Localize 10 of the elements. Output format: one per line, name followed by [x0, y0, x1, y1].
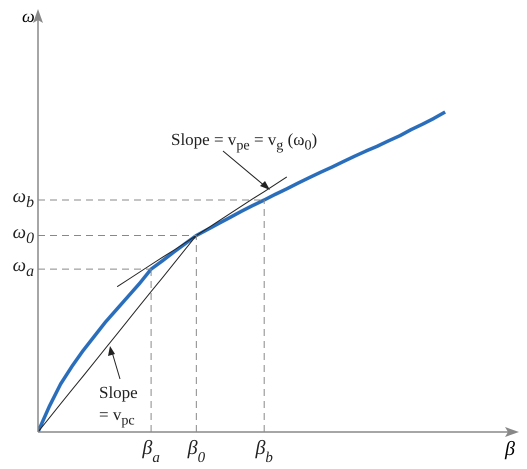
x-tick-label: β$_{0}$ [186, 437, 206, 466]
text: ω$_{b}$ [12, 186, 34, 213]
annotation: Slope = v$_{pe}$ = v$_{g}$ (ω$_{0}$) [171, 130, 318, 154]
text: ω$_{a}$ [12, 255, 34, 282]
x-axis-title: β [505, 438, 515, 461]
text: ω$_{0}$ [12, 222, 34, 248]
x-tick-label: β$_{a}$ [141, 437, 160, 466]
annotation: Slope = v$_{pc}$ [99, 382, 139, 430]
x-tick-label: β$_{b}$ [254, 437, 274, 466]
y-axis-title: ω [22, 6, 35, 27]
